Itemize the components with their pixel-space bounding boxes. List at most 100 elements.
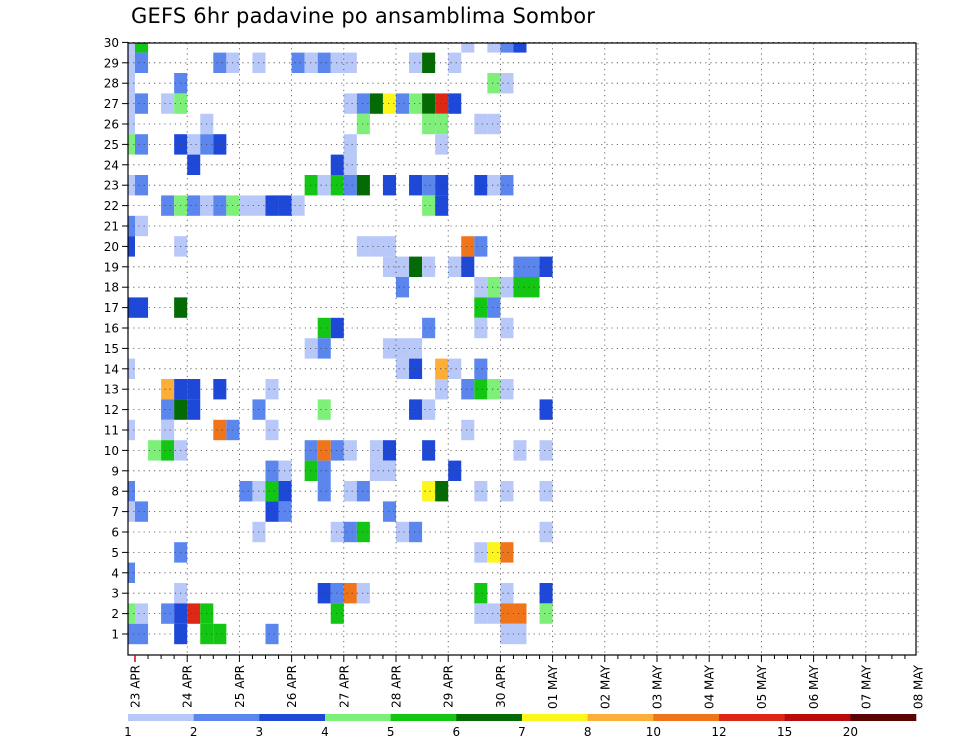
heatmap-cell bbox=[356, 175, 370, 196]
heatmap-cell bbox=[135, 134, 149, 155]
colorbar-label: 8 bbox=[584, 725, 592, 739]
y-tick-label: 20 bbox=[104, 240, 119, 254]
colorbar-label: 1 bbox=[124, 725, 132, 739]
heatmap-cell bbox=[422, 317, 436, 339]
heatmap-cell bbox=[539, 481, 553, 502]
heatmap-cell bbox=[135, 52, 149, 73]
heatmap-cell bbox=[396, 256, 410, 277]
heatmap-cell bbox=[513, 277, 527, 298]
heatmap-cell bbox=[409, 358, 423, 379]
heatmap-cell bbox=[128, 623, 135, 645]
colorbar-swatch bbox=[719, 714, 785, 721]
heatmap-cell bbox=[128, 501, 135, 522]
heatmap-cell bbox=[213, 623, 227, 645]
x-tick-label: 07 MAY bbox=[859, 664, 873, 709]
heatmap-cell bbox=[265, 419, 279, 441]
heatmap-cell bbox=[356, 583, 370, 604]
heatmap-cell bbox=[422, 481, 436, 502]
heatmap-cell bbox=[396, 93, 410, 114]
x-tick-label: 03 MAY bbox=[651, 664, 665, 709]
heatmap-cell bbox=[448, 93, 462, 114]
x-tick-label: 26 APR bbox=[285, 665, 299, 708]
heatmap-cell bbox=[330, 440, 344, 461]
colorbar-label: 4 bbox=[321, 725, 329, 739]
heatmap-cell bbox=[487, 277, 501, 298]
heatmap-cell bbox=[474, 236, 488, 257]
heatmap-cell bbox=[330, 521, 344, 543]
heatmap-cell bbox=[213, 419, 227, 441]
x-axis: 23 APR 24 APR 25 APR 26 APR 27 APR 28 APR 29 A… bbox=[129, 655, 926, 709]
heatmap-cell bbox=[382, 501, 396, 522]
colorbar-label: 2 bbox=[190, 725, 198, 739]
colorbar-label: 5 bbox=[387, 725, 395, 739]
heatmap-cell bbox=[317, 583, 331, 604]
heatmap-cell bbox=[317, 317, 331, 339]
heatmap-cell bbox=[343, 440, 357, 461]
heatmap-cell bbox=[513, 623, 527, 645]
heatmap-cell bbox=[500, 73, 514, 94]
colorbar-label: 12 bbox=[711, 725, 726, 739]
heatmap-cell bbox=[382, 440, 396, 461]
heatmap-cell bbox=[487, 297, 501, 318]
heatmap-cell bbox=[213, 134, 227, 155]
heatmap-cell bbox=[500, 623, 514, 645]
heatmap-cell bbox=[369, 460, 383, 481]
heatmap-cell bbox=[317, 399, 331, 420]
colorbar-label: 3 bbox=[256, 725, 264, 739]
y-tick-label: 19 bbox=[104, 260, 119, 274]
colorbar-label: 6 bbox=[453, 725, 461, 739]
heatmap-cell bbox=[239, 195, 253, 216]
heatmap-cell bbox=[409, 399, 423, 420]
heatmap-cell bbox=[128, 113, 135, 135]
colorbar: 1 2 3 4 5 6 7 8 10 12 15 20 bbox=[124, 714, 917, 739]
heatmap-cell bbox=[461, 256, 475, 277]
heatmap-cell bbox=[500, 43, 514, 53]
heatmap-cell bbox=[539, 603, 553, 624]
colorbar-label: 7 bbox=[518, 725, 526, 739]
heatmap-cell bbox=[461, 419, 475, 441]
grid-lines bbox=[128, 42, 919, 655]
y-tick-label: 24 bbox=[104, 158, 119, 172]
heatmap-cell bbox=[422, 52, 436, 73]
heatmap-cell bbox=[382, 460, 396, 481]
heatmap-cell bbox=[409, 338, 423, 359]
y-tick-label: 2 bbox=[111, 607, 119, 621]
y-tick-label: 13 bbox=[104, 383, 119, 397]
heatmap-cell bbox=[343, 154, 357, 175]
x-tick-label: 28 APR bbox=[390, 665, 404, 708]
y-tick-label: 7 bbox=[111, 505, 119, 519]
heatmap-cell bbox=[435, 358, 449, 379]
heatmap-cell bbox=[435, 195, 449, 216]
heatmap-cell bbox=[161, 440, 175, 461]
heatmap-cell bbox=[474, 277, 488, 298]
heatmap-cell bbox=[369, 440, 383, 461]
heatmap-cell bbox=[382, 175, 396, 196]
heatmap-cell bbox=[161, 399, 175, 420]
heatmap-cell bbox=[474, 379, 488, 400]
heatmap-cell bbox=[135, 501, 149, 522]
heatmap-cell bbox=[128, 52, 135, 73]
heatmap-cell bbox=[500, 379, 514, 400]
heatmap-cell bbox=[487, 379, 501, 400]
heatmap-cell bbox=[187, 399, 201, 420]
heatmap-cell bbox=[487, 542, 501, 563]
heatmap-cell bbox=[382, 338, 396, 359]
y-tick-label: 10 bbox=[104, 444, 119, 458]
heatmap-cell bbox=[356, 521, 370, 543]
heatmap-cell bbox=[291, 52, 305, 73]
heatmap-cell bbox=[435, 93, 449, 114]
x-tick-label: 30 APR bbox=[494, 665, 508, 708]
heatmap-cell bbox=[128, 358, 135, 379]
y-tick-label: 27 bbox=[104, 97, 119, 111]
heatmap-cell bbox=[500, 603, 514, 624]
heatmap-cell bbox=[422, 399, 436, 420]
heatmap-cell bbox=[356, 93, 370, 114]
heatmap-cell bbox=[330, 52, 344, 73]
heatmap-cell bbox=[474, 358, 488, 379]
heatmap-cell bbox=[396, 521, 410, 543]
heatmap-cell bbox=[435, 481, 449, 502]
y-tick-label: 22 bbox=[104, 199, 119, 213]
heatmap-cell bbox=[128, 562, 135, 583]
heatmap-cell bbox=[187, 603, 201, 624]
heatmap-cell bbox=[291, 195, 305, 216]
